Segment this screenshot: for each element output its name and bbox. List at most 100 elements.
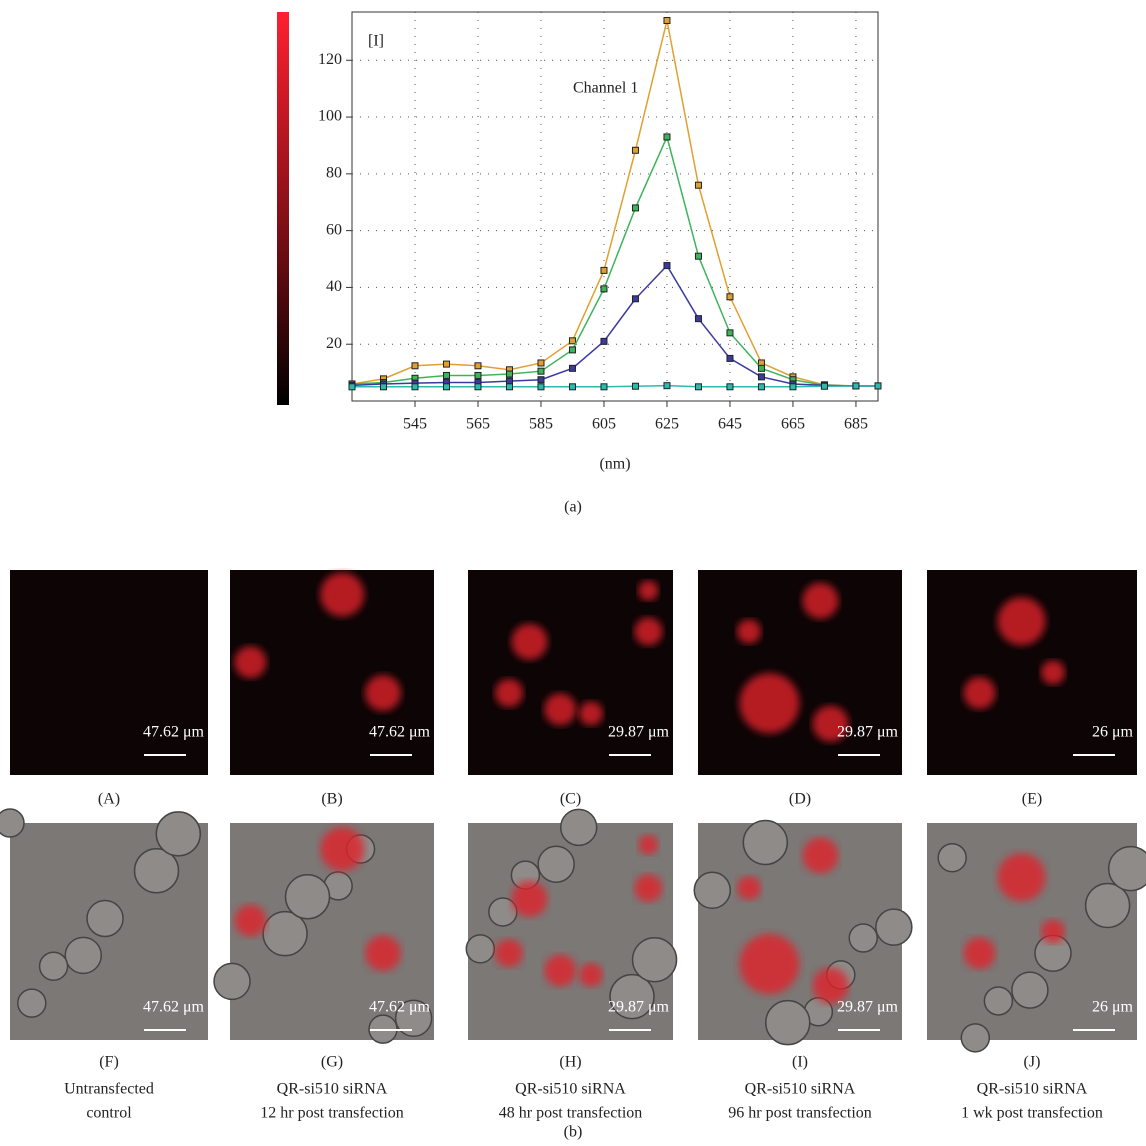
fluorescence xyxy=(544,954,577,987)
caption: 1 wk post transfection xyxy=(961,1105,1103,1122)
point xyxy=(663,262,671,270)
cell xyxy=(488,897,518,927)
caption: QR-si510 siRNA xyxy=(515,1081,626,1098)
fluorescence xyxy=(739,934,800,995)
series-line xyxy=(352,384,878,388)
cell xyxy=(0,808,25,838)
scale-label: 29.87 μm xyxy=(837,724,899,741)
point xyxy=(726,329,734,337)
image xyxy=(10,570,208,775)
point xyxy=(442,383,450,391)
fluorescence xyxy=(638,580,659,601)
cell xyxy=(465,934,496,964)
point xyxy=(694,181,702,189)
point xyxy=(348,383,356,391)
fluorescence xyxy=(511,880,548,917)
x-tick-label: 625 xyxy=(655,416,679,433)
cell xyxy=(17,988,47,1018)
y-tick-label: 100 xyxy=(318,108,342,125)
image-panel: 26 μm xyxy=(927,570,1137,775)
cell xyxy=(155,811,202,857)
plot-frame xyxy=(351,11,879,402)
y-tick-label: 60 xyxy=(326,221,342,238)
x-tick-label: 585 xyxy=(529,416,553,433)
fluorescence xyxy=(1041,919,1065,944)
image-panel: 29.87 μm xyxy=(468,570,673,775)
fluorescence xyxy=(495,939,523,968)
cell xyxy=(38,951,69,981)
point xyxy=(631,382,639,390)
caption: 12 hr post transfection xyxy=(260,1105,404,1122)
point xyxy=(631,204,639,212)
point xyxy=(537,383,545,391)
point xyxy=(663,382,671,390)
series-line xyxy=(351,20,878,387)
point xyxy=(820,382,828,390)
point xyxy=(474,371,482,379)
fluorescence xyxy=(579,701,603,726)
fluorescence xyxy=(634,617,663,646)
scale-label: 29.87 μm xyxy=(608,724,670,741)
x-label: (nm) xyxy=(599,456,630,473)
scale-label: 47.62 μm xyxy=(369,724,431,741)
scale-label: 29.87 μm xyxy=(837,999,899,1016)
fluorescence xyxy=(737,876,761,901)
x-tick-label: 605 xyxy=(592,416,616,433)
cell xyxy=(875,908,913,946)
x-tick-label: 645 xyxy=(718,416,742,433)
fluorescence xyxy=(802,837,839,874)
caption: 96 hr post transfection xyxy=(728,1105,872,1122)
fluorescence xyxy=(737,619,761,644)
fluorescence xyxy=(544,693,577,726)
point xyxy=(600,383,608,391)
x-tick-label: 565 xyxy=(466,416,490,433)
image-panel: 26 μm xyxy=(927,823,1146,1053)
cell xyxy=(848,923,878,953)
image-panel: 47.62 μm xyxy=(10,570,208,775)
y-tick-label: 20 xyxy=(326,335,342,352)
fluorescence xyxy=(963,937,996,970)
point xyxy=(568,383,576,391)
point xyxy=(663,133,671,141)
point xyxy=(568,346,576,354)
fluorescence xyxy=(495,679,523,707)
series-line xyxy=(351,264,878,387)
point xyxy=(537,376,545,384)
point xyxy=(789,383,797,391)
point xyxy=(379,383,387,391)
scale-label: 26 μm xyxy=(1092,724,1134,741)
fluorescence xyxy=(365,935,401,972)
point xyxy=(474,362,482,370)
cell xyxy=(983,986,1014,1016)
y-tick-label: 80 xyxy=(326,165,342,182)
point xyxy=(537,359,545,367)
point xyxy=(505,383,513,391)
scale-label: 47.62 μm xyxy=(143,724,205,741)
point xyxy=(600,285,608,293)
annotation: Channel 1 xyxy=(573,80,638,97)
fluorescence xyxy=(234,646,267,679)
fluorescence xyxy=(320,827,365,872)
point xyxy=(537,367,545,375)
image xyxy=(698,570,902,775)
cell xyxy=(1084,882,1131,929)
point xyxy=(600,337,608,345)
point xyxy=(852,382,860,390)
panel-label: (B) xyxy=(321,791,342,808)
cell xyxy=(64,936,103,975)
panel-label: (I) xyxy=(792,1054,808,1071)
point xyxy=(874,382,882,390)
scale-label: 26 μm xyxy=(1092,999,1134,1016)
fluorescence xyxy=(320,572,365,617)
figure-label: (b) xyxy=(564,1124,583,1141)
point xyxy=(442,371,450,379)
cell xyxy=(693,871,732,910)
cell xyxy=(609,973,655,1020)
point xyxy=(505,377,513,385)
point xyxy=(726,293,734,301)
point xyxy=(663,17,671,25)
image-panel: 29.87 μm xyxy=(698,570,902,775)
point xyxy=(631,295,639,303)
color-bar xyxy=(277,12,289,405)
